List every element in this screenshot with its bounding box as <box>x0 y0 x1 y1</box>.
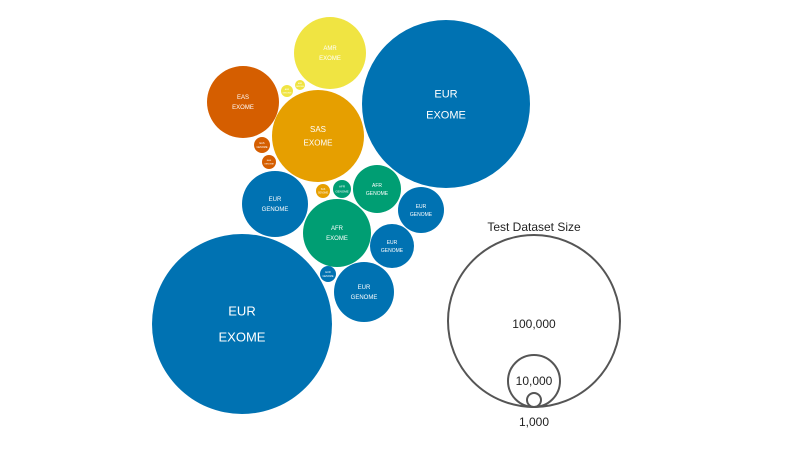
bubble-circle <box>362 20 530 188</box>
bubble-circle <box>333 180 351 198</box>
bubble: EUR EXOME <box>362 20 530 188</box>
bubble-label-population: AMR <box>285 88 290 91</box>
bubble-label-population: EAS <box>259 142 264 145</box>
bubble-label-type: GENOME <box>283 92 293 94</box>
bubble-label-type: EXOME <box>304 139 333 148</box>
bubble-label-population: EUR <box>325 271 330 274</box>
bubble-label-population: EAS <box>237 95 249 101</box>
bubble-label-population: AMR <box>323 46 337 52</box>
bubble-label-population: AFR <box>331 226 344 232</box>
bubble-label-type: GENOME <box>366 191 389 197</box>
size-legend: Test Dataset Size 100,000 10,000 1,000 <box>447 220 621 429</box>
bubble: SAS EXOME <box>272 90 364 182</box>
bubble-label-population: EUR <box>228 304 255 319</box>
bubble-label-type: EXOME <box>232 105 254 111</box>
bubble: EAS GENOME <box>262 155 276 169</box>
bubble-label-type: GENOME <box>296 86 305 88</box>
bubble: SAS GENOME <box>316 184 330 198</box>
bubble-circle <box>272 90 364 182</box>
bubble-label-type: GENOME <box>264 164 274 166</box>
bubble-circle <box>281 85 293 97</box>
bubble-circle <box>242 171 308 237</box>
bubble-circle <box>262 155 276 169</box>
legend-size-label: 100,000 <box>512 317 556 331</box>
bubble-group: EUR EXOME EUR EXOME AMR EXOME EAS EXOME SAS EXOME… <box>152 17 530 414</box>
bubble: EUR GENOME <box>334 262 394 322</box>
bubble: AFR GENOME <box>353 165 401 213</box>
bubble-label-population: AFR <box>339 185 346 189</box>
bubble-circle <box>353 165 401 213</box>
bubble-label-type: GENOME <box>335 189 348 193</box>
bubble-label-type: GENOME <box>410 212 433 218</box>
bubble-label-population: EUR <box>269 197 282 203</box>
bubble-circle <box>295 80 305 90</box>
bubble-label-type: EXOME <box>219 330 266 345</box>
bubble: AMR EXOME <box>294 17 366 89</box>
bubble-label-population: AMR <box>298 82 303 85</box>
legend-size-label: 1,000 <box>519 415 549 429</box>
bubble-circle <box>152 234 332 414</box>
bubble-label-type: GENOME <box>381 248 404 254</box>
bubble-label-type: GENOME <box>256 146 267 149</box>
bubble-circle <box>294 17 366 89</box>
bubble-label-type: GENOME <box>318 193 329 195</box>
bubble: EUR GENOME <box>398 187 444 233</box>
bubble-label-population: EUR <box>358 285 371 291</box>
bubble-label-population: AFR <box>372 183 382 189</box>
bubble: AFR EXOME <box>303 199 371 267</box>
bubble-circle <box>207 66 279 138</box>
bubble-label-population: EAS <box>267 159 272 162</box>
bubble-label-population: EUR <box>387 240 398 246</box>
bubble-label-population: SAS <box>321 188 326 191</box>
bubble-label-type: EXOME <box>319 56 341 62</box>
bubble: EUR GENOME <box>242 171 308 237</box>
bubble-label-population: EUR <box>416 204 427 210</box>
bubble: EAS EXOME <box>207 66 279 138</box>
bubble-label-type: GENOME <box>262 207 289 213</box>
legend-title: Test Dataset Size <box>487 220 581 234</box>
bubble-label-population: SAS <box>310 125 326 134</box>
bubble-label-type: GENOME <box>322 275 333 278</box>
bubble-label-type: EXOME <box>426 109 466 121</box>
bubble-circle <box>254 137 270 153</box>
bubble: EUR GENOME <box>370 224 414 268</box>
bubble-circle <box>320 266 336 282</box>
legend-size-label: 10,000 <box>516 374 553 388</box>
bubble-circle <box>398 187 444 233</box>
bubble-label-population: EUR <box>434 88 457 100</box>
bubble-label-type: EXOME <box>326 236 348 242</box>
bubble-label-type: GENOME <box>351 295 378 301</box>
bubble-circle <box>370 224 414 268</box>
bubble-circle <box>334 262 394 322</box>
bubble-circle <box>303 199 371 267</box>
bubble: EUR EXOME <box>152 234 332 414</box>
bubble-circle <box>316 184 330 198</box>
legend-size-circle <box>526 392 542 408</box>
